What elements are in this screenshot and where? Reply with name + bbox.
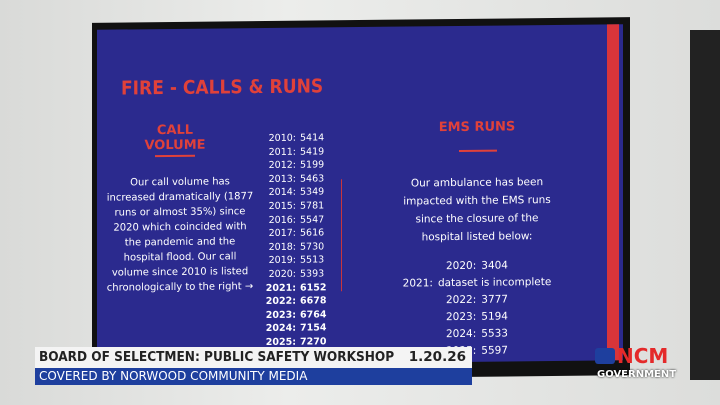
text-line: since the closure of the	[415, 212, 539, 226]
value: 3404	[481, 259, 508, 272]
text-line: the pandemic and the	[124, 236, 236, 249]
year: 2017:	[268, 227, 296, 240]
value: 6152	[300, 281, 327, 294]
year: 2018:	[268, 241, 296, 253]
row: 2021: dataset is incomplete	[387, 274, 567, 293]
text-line: chronologically to the right →	[106, 281, 254, 294]
year: 2019:	[268, 255, 296, 267]
text-line: Our ambulance has been	[410, 176, 544, 190]
banner-date: 1.20.26	[408, 349, 466, 365]
year: 2012:	[268, 159, 296, 172]
year: 2021:	[265, 282, 296, 294]
row: 2019: 5513	[263, 254, 326, 268]
value: 5194	[481, 310, 508, 323]
value: 5547	[300, 213, 325, 226]
banner-title: BOARD OF SELECTMEN: PUBLIC SAFETY WORKSH…	[39, 349, 395, 365]
year: 2015:	[268, 200, 296, 212]
banner: BOARD OF SELECTMEN: PUBLIC SAFETY WORKSH…	[35, 347, 472, 368]
slide-title: FIRE - CALLS & RUNS	[121, 75, 324, 100]
text-line: impacted with the EMS runs	[403, 194, 551, 208]
year: 2020:	[446, 259, 477, 273]
value: dataset is incomplete	[437, 275, 552, 290]
left-paragraph: Our call volume has increased dramaticall…	[97, 174, 263, 296]
row: 2015: 5781	[263, 199, 326, 213]
value: 5616	[300, 227, 325, 239]
row: 2023: 5194	[387, 308, 567, 327]
row: 2018: 5730	[263, 240, 326, 254]
value: 5533	[481, 327, 508, 340]
text-line: increased dramatically (1877	[106, 191, 254, 204]
row: 2014: 5349	[263, 186, 326, 200]
year: 2021:	[402, 277, 433, 290]
value: 5414	[300, 132, 325, 144]
row: 2024: 5533	[387, 325, 567, 344]
row: 2024: 7154	[263, 322, 327, 336]
value: 5597	[481, 344, 508, 357]
text-line: hospital listed below:	[421, 230, 533, 244]
row: 2011: 5419	[263, 145, 326, 159]
year: 2014:	[268, 187, 296, 199]
value: 5419	[300, 145, 325, 158]
year: 2022:	[265, 295, 296, 308]
right-paragraph: Our ambulance has been impacted with the …	[387, 173, 567, 247]
text-line: volume since 2010 is listed	[111, 266, 249, 279]
year: 2023:	[265, 309, 296, 321]
banner-subtitle: COVERED BY NORWOOD COMMUNITY MEDIA	[39, 369, 308, 383]
year: 2011:	[268, 146, 296, 158]
text-line: hospital flood. Our call	[123, 251, 237, 264]
text-line: 2020 which coincided with	[113, 221, 247, 234]
row: 2022: 3777	[387, 291, 567, 310]
year: 2010:	[268, 132, 296, 144]
year: 2023:	[446, 310, 477, 324]
year: 2024:	[265, 322, 296, 335]
value: 5199	[300, 159, 325, 171]
row: 2012: 5199	[263, 159, 326, 173]
value: 7154	[300, 322, 327, 334]
right-heading: EMS RUNS	[438, 119, 516, 136]
row: 2022: 6678	[263, 294, 327, 308]
logo-mark: NCM	[617, 344, 669, 368]
left-heading: CALL VOLUME	[144, 122, 206, 154]
value: 5730	[300, 241, 325, 253]
divider	[341, 179, 342, 292]
logo-label: GOVERNMENT	[597, 369, 677, 380]
row: 2017: 5616	[263, 227, 326, 241]
side-panel	[690, 30, 720, 380]
value: 5513	[300, 254, 325, 266]
year: 2022:	[446, 293, 477, 307]
value: 5349	[300, 186, 325, 199]
underline	[459, 149, 497, 152]
year: 2020:	[268, 268, 296, 280]
call-list: 2010: 5414 2011: 5419 2012: 5199 2013: 5463 2014…	[263, 131, 327, 349]
row: 2021: 6152	[263, 281, 327, 295]
value: 5393	[300, 268, 325, 280]
value: 5463	[300, 173, 325, 185]
underline	[155, 154, 195, 158]
value: 6678	[300, 295, 327, 307]
row: 2013: 5463	[263, 172, 326, 186]
value: 5781	[300, 200, 325, 212]
text-line: runs or almost 35%) since	[114, 206, 246, 219]
ems-list: 2020: 3404 2021: dataset is incomplete 2022:…	[387, 257, 567, 361]
accent-stripe	[607, 24, 619, 361]
row: 2010: 5414	[263, 131, 326, 145]
year: 2024:	[446, 327, 477, 341]
year: 2016:	[268, 214, 296, 226]
row: 2023: 6764	[263, 308, 327, 322]
year: 2013:	[268, 173, 296, 185]
row: 2020: 5393	[263, 267, 326, 281]
slide: FIRE - CALLS & RUNS CALL VOLUME Our call…	[97, 24, 623, 366]
value: 3777	[481, 293, 508, 306]
row: 2016: 5547	[263, 213, 326, 227]
sub-banner: COVERED BY NORWOOD COMMUNITY MEDIA	[35, 368, 472, 385]
play-icon	[595, 348, 615, 364]
text-line: Our call volume has	[130, 176, 230, 189]
row: 2020: 3404	[387, 257, 567, 276]
value: 6764	[300, 309, 327, 321]
